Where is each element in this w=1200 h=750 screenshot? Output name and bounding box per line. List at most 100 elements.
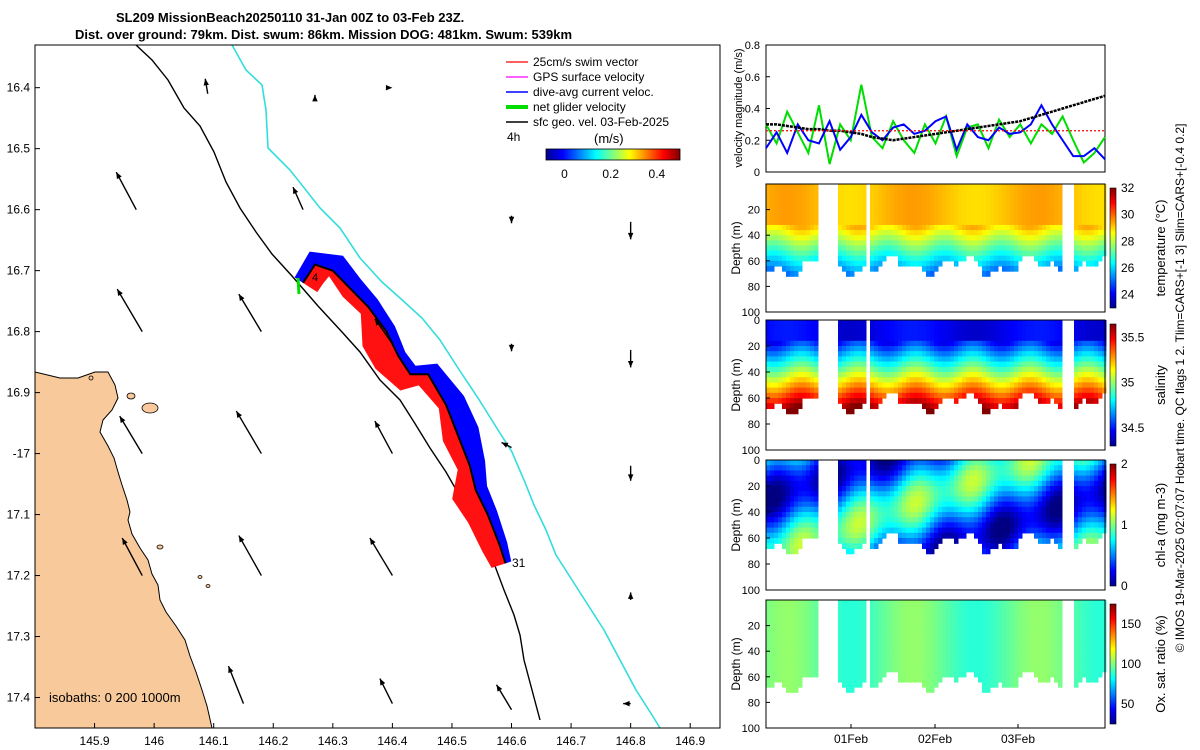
section-cell [782, 199, 787, 206]
section-cell [938, 209, 943, 216]
section-cell [910, 189, 915, 195]
section-cell [918, 320, 923, 326]
section-cell [958, 506, 963, 513]
section-cell [842, 630, 847, 637]
section-cell [930, 366, 935, 373]
section-cell [850, 230, 855, 236]
section-cell [938, 366, 943, 373]
section-cell [982, 330, 987, 337]
section-cell [786, 403, 791, 410]
section-cell [766, 620, 771, 627]
section-cell [1042, 372, 1047, 378]
section-cell [954, 199, 959, 206]
geostrophic-velocity-arrows [115, 78, 634, 711]
section-cell [906, 214, 911, 221]
section-cell [1090, 255, 1095, 262]
section-cell [962, 522, 967, 529]
section-cell [994, 646, 999, 652]
section-cell [986, 346, 991, 352]
section-cell [930, 527, 935, 534]
section-cell [1058, 635, 1063, 642]
section-cell [806, 486, 811, 492]
section-cell [814, 615, 819, 622]
section-cell [786, 620, 791, 627]
section-cell [774, 230, 779, 236]
section-cell [790, 398, 795, 404]
section-cell [778, 330, 783, 337]
section-cell [1054, 538, 1059, 544]
section-cell [1022, 189, 1027, 195]
section-cell [926, 271, 931, 277]
section-cell [906, 640, 911, 647]
section-cell [1022, 219, 1027, 226]
section-cell [1102, 351, 1107, 358]
section-cell [966, 377, 971, 384]
section-cell [990, 506, 995, 513]
section-cell [1018, 240, 1023, 247]
section-cell [1078, 491, 1083, 498]
section-cell [970, 184, 975, 190]
section-cell [978, 184, 983, 190]
section-cell [1098, 527, 1103, 534]
section-cell [934, 330, 939, 337]
section-cell [854, 615, 859, 622]
section-cell [778, 512, 783, 518]
section-cell [978, 640, 983, 647]
section-cell [902, 532, 907, 539]
section-cell [846, 372, 851, 378]
section-cell [1054, 671, 1059, 678]
section-cell [938, 522, 943, 529]
section-cell [1026, 610, 1031, 616]
section-cell [1042, 486, 1047, 492]
section-cell [1098, 460, 1103, 466]
section-cell [790, 605, 795, 611]
section-cell [1010, 219, 1015, 226]
section-cell [774, 356, 779, 363]
section-cell [786, 199, 791, 206]
section-cell [914, 470, 919, 477]
section-cell [1014, 230, 1019, 236]
section-cell [1094, 377, 1099, 384]
section-cell [810, 625, 815, 632]
section-cell [966, 600, 971, 606]
section-cell [878, 204, 883, 211]
section-cell [926, 194, 931, 200]
section-cell [990, 512, 995, 518]
section-cell [1034, 615, 1039, 622]
section-cell [978, 382, 983, 389]
section-cell [1002, 245, 1007, 252]
section-cell [1082, 356, 1087, 363]
track-map: 4 31 isobaths: 0 200 1000m 145.9 146 146.1… [7, 44, 721, 748]
section-cell [1102, 245, 1107, 252]
section-cell [1010, 666, 1015, 673]
section-cell [1046, 620, 1051, 627]
section-cell [838, 656, 843, 663]
section-cell [950, 340, 955, 347]
section-cell [1002, 538, 1007, 544]
section-cell [874, 260, 879, 267]
section-cell [1022, 346, 1027, 352]
section-cell [790, 538, 795, 544]
section-cell [898, 387, 903, 394]
section-cell [1046, 199, 1051, 206]
section-cell [1058, 671, 1063, 678]
section-cell [954, 325, 959, 332]
section-cell [778, 214, 783, 221]
section-cell [918, 646, 923, 652]
section-cell [774, 184, 779, 190]
section-cell [778, 320, 783, 326]
section-cell [810, 646, 815, 652]
section-cell [894, 491, 899, 498]
section-cell [874, 480, 879, 487]
section-cell [814, 372, 819, 378]
section-cell [1014, 532, 1019, 539]
section-cell [782, 214, 787, 221]
section-cell [1102, 522, 1107, 529]
section-cell [838, 382, 843, 389]
section-cell [990, 382, 995, 389]
section-cell [1050, 184, 1055, 190]
section-cell [1050, 512, 1055, 518]
section-cell [1074, 189, 1079, 195]
section-cell [1086, 189, 1091, 195]
section-cell [1046, 240, 1051, 247]
